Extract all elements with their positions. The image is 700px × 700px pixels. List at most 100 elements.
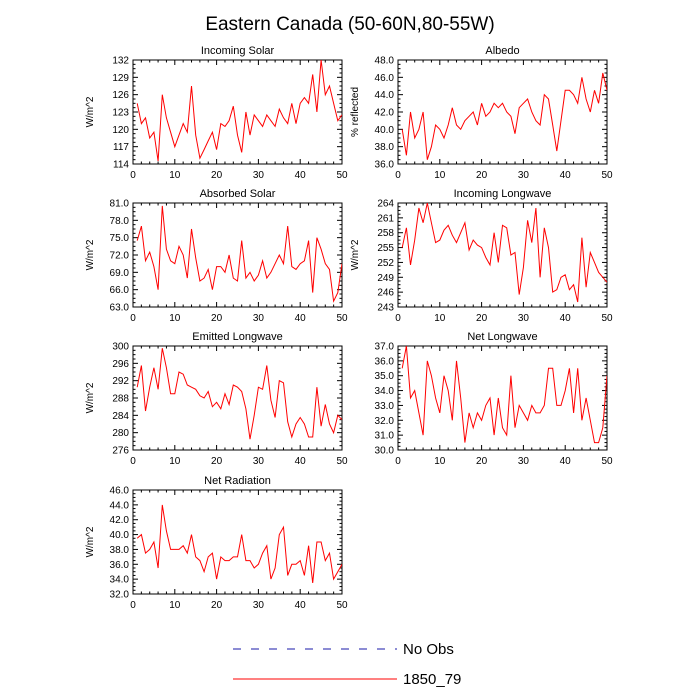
y-tick-label: 296 [112, 359, 129, 370]
y-tick-label: 35.0 [375, 371, 395, 382]
legend-label-1850-79: 1850_79 [403, 671, 461, 688]
y-tick-label: 276 [112, 446, 129, 457]
x-tick-label: 0 [130, 313, 136, 324]
y-tick-label: 48.0 [375, 56, 395, 67]
panel-emitted-longwave: Emitted Longwave W/m^2 0 10 20 30 40 50 276 280 28… [85, 331, 348, 467]
x-tick-label: 40 [295, 600, 307, 611]
panel-title: Absorbed Solar [200, 188, 276, 200]
y-tick-label: 78.0 [110, 216, 130, 227]
x-tick-label: 0 [395, 313, 401, 324]
panel-net-radiation: Net Radiation W/m^2 0 10 20 30 40 50 32.0 34.0 36.… [85, 475, 348, 611]
series-line [136, 504, 342, 583]
y-tick-label: 42.0 [110, 515, 130, 526]
x-tick-label: 20 [476, 456, 488, 467]
y-tick-label: 284 [112, 411, 129, 422]
panel-title: Albedo [485, 45, 519, 57]
panel-incoming-solar: Incoming Solar W/m^2 0 10 20 30 40 50 114 117 120 1… [85, 45, 348, 181]
x-tick-label: 20 [476, 313, 488, 324]
panel-title: Emitted Longwave [192, 331, 283, 343]
panel-title: Net Longwave [467, 331, 537, 343]
y-tick-label: 261 [377, 213, 394, 224]
x-tick-label: 0 [130, 170, 136, 181]
x-tick-label: 10 [169, 456, 181, 467]
plot-frame [397, 59, 608, 165]
y-axis-label: W/m^2 [85, 96, 96, 127]
y-tick-label: 46.0 [375, 73, 395, 84]
y-tick-label: 38.0 [375, 142, 395, 153]
x-tick-label: 50 [601, 456, 613, 467]
y-tick-label: 33.0 [375, 401, 395, 412]
y-tick-label: 37.0 [375, 342, 395, 353]
y-axis-label: W/m^2 [85, 382, 96, 413]
x-tick-label: 20 [211, 170, 223, 181]
x-tick-label: 40 [295, 313, 307, 324]
x-tick-label: 40 [560, 456, 572, 467]
y-tick-label: 252 [377, 258, 394, 269]
y-tick-label: 258 [377, 228, 394, 239]
x-tick-label: 10 [169, 313, 181, 324]
y-tick-label: 129 [112, 73, 129, 84]
y-tick-label: 63.0 [110, 303, 130, 314]
y-tick-label: 36.0 [375, 356, 395, 367]
y-tick-label: 34.0 [375, 386, 395, 397]
y-axis-label: W/m^2 [350, 239, 361, 270]
series-line [401, 346, 607, 444]
x-tick-label: 0 [395, 170, 401, 181]
plot-frame [132, 345, 343, 451]
x-tick-label: 50 [336, 456, 348, 467]
plot-frame [132, 59, 343, 165]
legend: No Obs 1850_79 [233, 641, 461, 688]
x-tick-label: 30 [518, 456, 530, 467]
y-tick-label: 69.0 [110, 268, 130, 279]
y-tick-label: 46.0 [110, 486, 130, 497]
x-tick-label: 10 [434, 313, 446, 324]
panel-absorbed-solar: Absorbed Solar W/m^2 0 10 20 30 40 50 63.0 66.0 69… [85, 188, 348, 324]
series-line [136, 348, 342, 440]
x-tick-label: 0 [130, 456, 136, 467]
y-tick-label: 292 [112, 376, 129, 387]
panel-net-longwave: Net Longwave 0 10 20 30 40 50 30.0 31.0 32.0 33.0 3… [375, 331, 613, 467]
x-tick-label: 10 [169, 170, 181, 181]
x-tick-label: 50 [336, 600, 348, 611]
y-tick-label: 75.0 [110, 233, 130, 244]
plot-frame [132, 202, 343, 308]
y-tick-label: 288 [112, 394, 129, 405]
plot-frame [397, 345, 608, 451]
y-tick-label: 40.0 [375, 125, 395, 136]
y-tick-label: 81.0 [110, 199, 130, 210]
y-tick-label: 44.0 [375, 90, 395, 101]
legend-label-no-obs: No Obs [403, 641, 454, 658]
x-tick-label: 50 [336, 313, 348, 324]
x-tick-label: 20 [476, 170, 488, 181]
y-tick-label: 38.0 [110, 545, 130, 556]
y-tick-label: 120 [112, 125, 129, 136]
x-tick-label: 30 [253, 600, 265, 611]
y-tick-label: 40.0 [110, 530, 130, 541]
y-tick-label: 32.0 [110, 590, 130, 601]
y-tick-label: 243 [377, 303, 394, 314]
panel-incoming-longwave: Incoming Longwave W/m^2 0 10 20 30 40 50 243 246 2… [350, 188, 613, 324]
series-line [401, 203, 607, 303]
panel-albedo: Albedo % reflected 0 10 20 30 40 50 36.0 38.0 40.0… [350, 45, 613, 181]
x-tick-label: 40 [295, 456, 307, 467]
figure-title: Eastern Canada (50-60N,80-55W) [205, 14, 494, 35]
y-tick-label: 32.0 [375, 416, 395, 427]
y-tick-label: 36.0 [110, 560, 130, 571]
x-tick-label: 0 [130, 600, 136, 611]
x-tick-label: 40 [560, 170, 572, 181]
panel-title: Incoming Solar [201, 45, 275, 57]
x-tick-label: 10 [434, 170, 446, 181]
y-axis-label: W/m^2 [85, 526, 96, 557]
x-tick-label: 20 [211, 456, 223, 467]
series-line [401, 72, 607, 160]
y-axis-label: % reflected [350, 87, 361, 137]
y-tick-label: 66.0 [110, 285, 130, 296]
x-tick-label: 30 [253, 170, 265, 181]
panel-title: Net Radiation [204, 475, 271, 487]
x-tick-label: 50 [601, 170, 613, 181]
x-tick-label: 0 [395, 456, 401, 467]
x-tick-label: 50 [336, 170, 348, 181]
y-tick-label: 249 [377, 273, 394, 284]
y-tick-label: 117 [113, 142, 129, 153]
